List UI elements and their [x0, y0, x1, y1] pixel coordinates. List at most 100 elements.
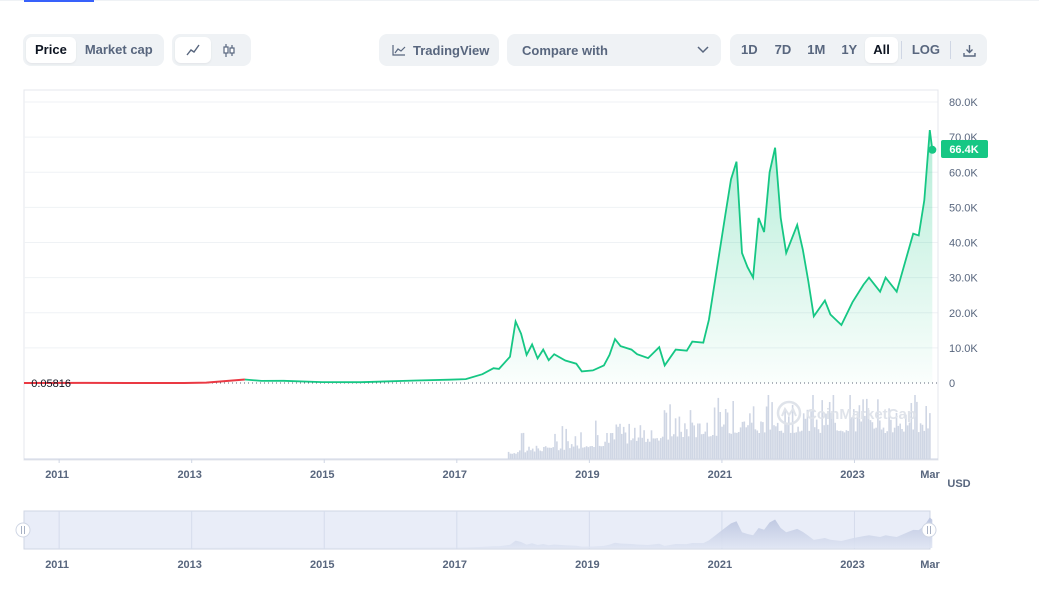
volume-bar [771, 402, 773, 459]
volume-bar [613, 439, 616, 459]
volume-bar [776, 422, 779, 459]
volume-bar [906, 425, 909, 459]
volume-bar [923, 430, 926, 459]
volume-bar [682, 437, 684, 459]
range-1y[interactable]: 1Y [841, 42, 858, 57]
tradingview-button[interactable]: TradingView [379, 34, 499, 66]
volume-bar [817, 429, 820, 459]
volume-bar [860, 421, 862, 459]
volume-bar [741, 421, 744, 459]
volume-bar [600, 446, 603, 459]
volume-bar [895, 413, 898, 459]
candlestick-icon[interactable] [211, 37, 247, 63]
volume-bar [801, 430, 803, 459]
range-1m[interactable]: 1M [807, 42, 826, 57]
volume-bar [804, 418, 807, 459]
line-chart-icon[interactable] [175, 37, 211, 63]
navigator-tick-label: 2023 [840, 559, 864, 571]
volume-bar [828, 402, 831, 459]
x-tick-label: 2019 [575, 469, 599, 481]
range-7d[interactable]: 7D [774, 42, 792, 57]
x-tick-label: 2023 [840, 469, 864, 481]
volume-bar [693, 425, 695, 459]
navigator-tick-label: 2011 [45, 559, 69, 571]
range-navigator[interactable] [23, 510, 933, 550]
volume-bar [871, 422, 874, 459]
volume-bar [596, 435, 599, 459]
volume-bar [819, 432, 822, 459]
volume-bar [569, 448, 571, 459]
volume-bar [841, 431, 844, 459]
volume-bar [546, 447, 549, 459]
volume-bar [624, 432, 627, 459]
volume-bar [635, 440, 638, 459]
volume-bar [680, 431, 682, 459]
volume-bar [535, 445, 538, 459]
volume-bar [686, 429, 688, 459]
volume-bar [537, 448, 540, 459]
navigator-tick-label: 2017 [443, 559, 467, 571]
volume-bar [880, 429, 883, 459]
volume-bar [632, 438, 634, 459]
volume-bar [726, 412, 729, 459]
y-tick-label: 40.0K [949, 238, 978, 250]
volume-bar [520, 433, 523, 459]
navigator-right-handle[interactable] [921, 522, 937, 538]
current-price-dot [928, 145, 937, 154]
volume-bar [875, 427, 877, 459]
volume-bar [691, 422, 694, 459]
navigator-tick-label: Mar [920, 559, 940, 571]
range-1d[interactable]: 1D [741, 42, 758, 57]
volume-bar [747, 425, 749, 459]
time-range-toggle: 1D 7D 1M 1Y All LOG [730, 34, 987, 66]
volume-bar [825, 413, 827, 459]
x-tick-label: 2015 [310, 469, 334, 481]
volume-bar [760, 421, 762, 459]
volume-bar [925, 406, 927, 459]
volume-bar [782, 432, 785, 459]
volume-bar [507, 451, 510, 459]
volume-bar [730, 433, 733, 459]
x-tick-label: 2011 [45, 469, 69, 481]
volume-bar [830, 412, 833, 459]
volume-bar [724, 409, 727, 459]
volume-bar [556, 441, 558, 459]
volume-bar [806, 409, 809, 459]
volume-bar [585, 446, 588, 459]
volume-bar [893, 427, 896, 459]
volume-bar [674, 418, 677, 459]
current-price-badge [941, 140, 988, 158]
volume-bar [758, 433, 760, 459]
volume-bar [578, 448, 580, 459]
volume-bar [882, 427, 885, 459]
navigator-left-handle[interactable] [15, 522, 31, 538]
volume-bar [531, 448, 534, 459]
volume-bar [914, 395, 916, 459]
volume-bar [552, 447, 554, 459]
compare-with-dropdown[interactable]: Compare with [507, 34, 721, 66]
volume-bar [658, 440, 660, 459]
volume-bar [732, 401, 734, 459]
volume-bar [815, 419, 818, 459]
volume-bar [754, 429, 757, 459]
volume-bar [661, 436, 664, 459]
price-tab[interactable]: Price [26, 37, 76, 63]
start-price-label: 0.05816 [31, 378, 71, 390]
log-toggle[interactable]: LOG [911, 42, 941, 57]
volume-bar [684, 423, 686, 459]
volume-bar [576, 445, 579, 459]
volume-bar [608, 442, 610, 459]
volume-bar [511, 453, 514, 459]
market-cap-tab[interactable]: Market cap [84, 42, 153, 57]
volume-bar [780, 430, 783, 459]
volume-bar [533, 451, 536, 459]
volume-bar [719, 412, 721, 459]
range-all[interactable]: All [865, 37, 898, 63]
y-tick-label: 50.0K [949, 202, 978, 214]
volume-bar [567, 441, 569, 459]
navigator-tick-label: 2019 [575, 559, 599, 571]
toolbar-divider [950, 41, 952, 59]
download-icon[interactable] [954, 37, 984, 63]
volume-bar [916, 401, 918, 459]
